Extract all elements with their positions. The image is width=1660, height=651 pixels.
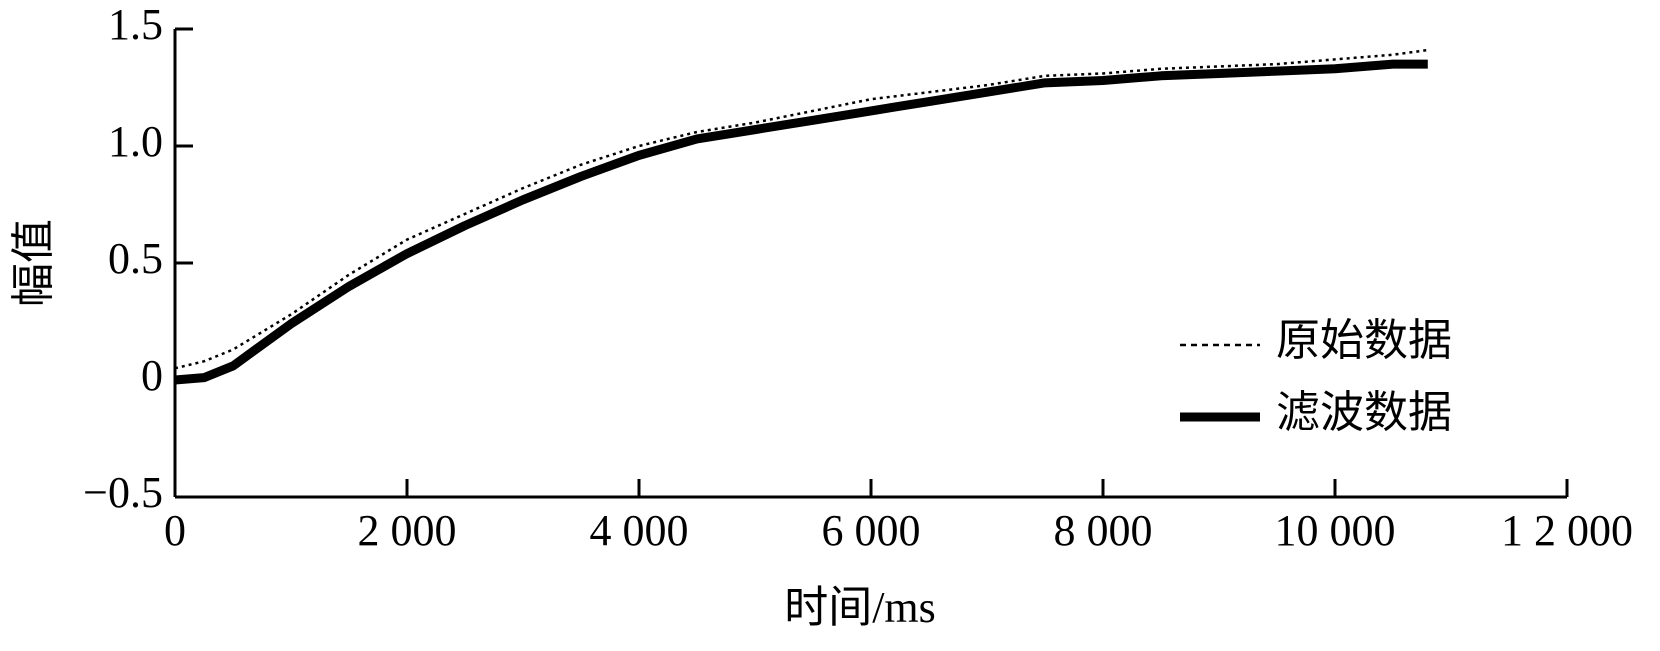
x-tick-label: 0 — [164, 506, 186, 555]
y-tick-label: 0 — [141, 351, 163, 400]
x-tick-label: 8 000 — [1054, 506, 1153, 555]
data-line — [174, 59, 1428, 385]
y-tick-label: −0.5 — [83, 468, 163, 517]
y-tick-label: 1.0 — [108, 117, 163, 166]
legend-label: 原始数据 — [1276, 316, 1452, 365]
x-tick-label: 2 000 — [358, 506, 457, 555]
x-tick-label: 1 2 000 — [1501, 506, 1633, 555]
y-tick-label: 0.5 — [108, 234, 163, 283]
x-tick-label: 6 000 — [822, 506, 921, 555]
legend-label: 滤波数据 — [1276, 388, 1452, 437]
x-tick-label: 10 000 — [1275, 506, 1396, 555]
x-axis-label: 时间/ms — [784, 583, 936, 632]
data-line — [174, 48, 1428, 370]
y-tick-label: 1.5 — [108, 0, 163, 49]
x-tick-label: 4 000 — [590, 506, 689, 555]
y-axis-label: 幅值 — [9, 219, 58, 307]
